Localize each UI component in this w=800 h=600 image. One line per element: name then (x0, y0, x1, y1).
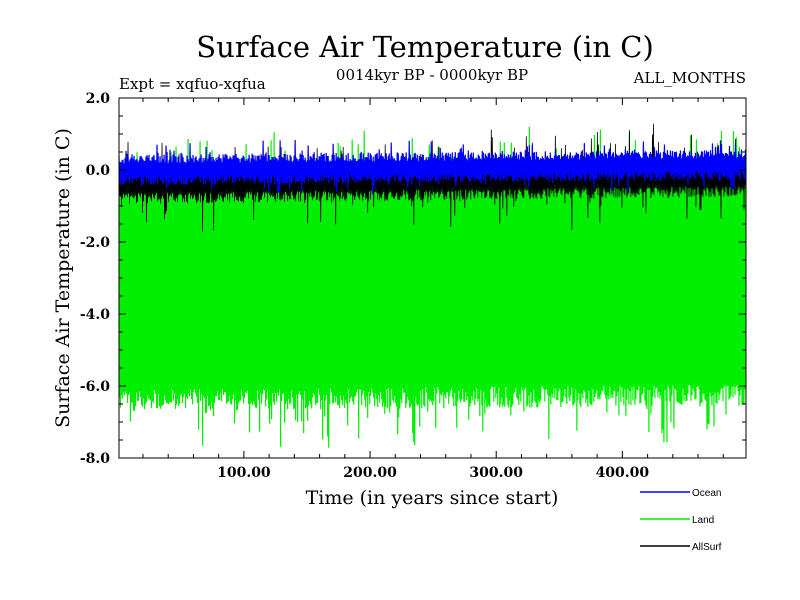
series-ocean (119, 140, 746, 195)
series-land (119, 126, 746, 448)
legend-label-land: Land (692, 515, 714, 526)
legend-label-allsurf: AllSurf (692, 542, 722, 553)
months-label: ALL_MONTHS (633, 69, 746, 87)
ticks-layer (119, 97, 746, 459)
x-tick-label: 100.00 (217, 465, 271, 481)
plot-area (119, 123, 746, 448)
y-tick-labels: 2.0 0.0 -2.0 -4.0 -6.0 -8.0 (80, 91, 110, 467)
x-tick-label: 300.00 (469, 465, 523, 481)
legend: Ocean Land AllSurf (640, 488, 722, 553)
y-tick-label: -4.0 (80, 307, 110, 323)
x-tick-labels: 100.00 200.00 300.00 400.00 (217, 465, 649, 481)
y-tick-label: -8.0 (80, 451, 110, 467)
series-layer (119, 123, 746, 448)
y-tick-label: 2.0 (86, 91, 111, 107)
chart-title: Surface Air Temperature (in C) (196, 30, 654, 64)
y-axis-label: Surface Air Temperature (in C) (52, 128, 74, 428)
legend-label-ocean: Ocean (692, 488, 721, 499)
x-tick-label: 200.00 (343, 465, 397, 481)
period-label: 0014kyr BP - 0000kyr BP (336, 66, 528, 84)
y-tick-label: 0.0 (86, 163, 111, 179)
x-axis-label: Time (in years since start) (306, 487, 559, 509)
experiment-label: Expt = xqfuo-xqfua (119, 75, 266, 93)
y-tick-label: -6.0 (80, 379, 110, 395)
x-tick-label: 400.00 (596, 465, 650, 481)
y-tick-label: -2.0 (80, 235, 110, 251)
